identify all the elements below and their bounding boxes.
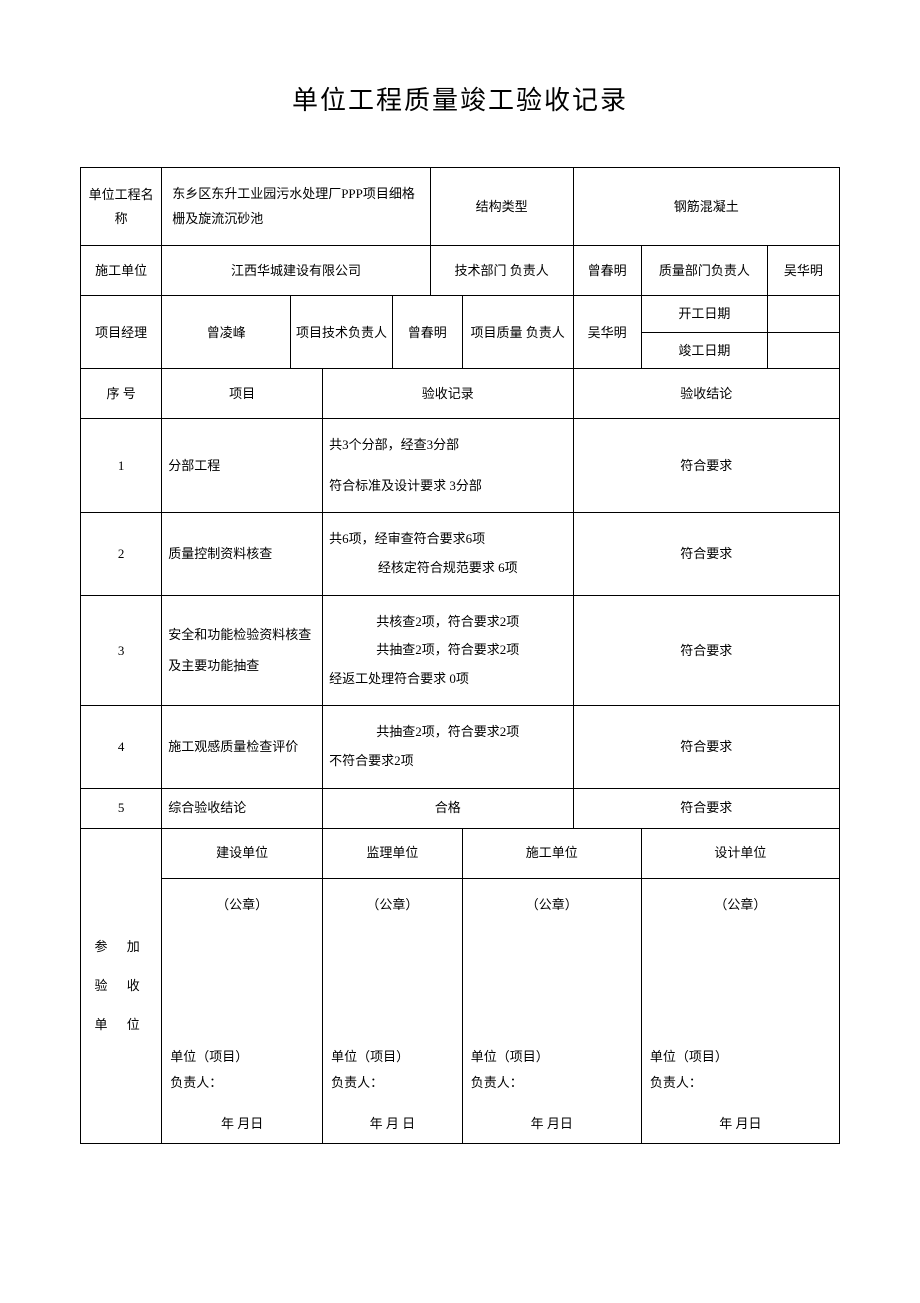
sig-construction-unit-label: 施工单位 xyxy=(462,828,641,878)
end-date-label: 竣工日期 xyxy=(641,332,767,368)
structure-type-value: 钢筋混凝土 xyxy=(573,168,839,246)
project-quality-head-label: 项目质量 负责人 xyxy=(462,296,573,369)
start-date-value xyxy=(767,296,839,332)
col-item: 项目 xyxy=(162,369,323,419)
sig-construction-unit-body: （公章） 单位（项目） 负责人： 年 月日 xyxy=(462,878,641,1144)
project-manager-value: 曾凌峰 xyxy=(162,296,291,369)
sig-design-unit-body: （公章） 单位（项目） 负责人： 年 月日 xyxy=(641,878,839,1144)
sig-build-unit-label: 建设单位 xyxy=(162,828,323,878)
row5-conclusion: 符合要求 xyxy=(573,788,839,828)
construction-unit-label: 施工单位 xyxy=(81,246,162,296)
quality-dept-head-label: 质量部门负责人 xyxy=(641,246,767,296)
row1-conclusion: 符合要求 xyxy=(573,419,839,513)
project-name-value: 东乡区东升工业园污水处理厂PPP项目细格栅及旋流沉砂池 xyxy=(162,168,431,246)
row3-seq: 3 xyxy=(81,595,162,706)
row5-record: 合格 xyxy=(323,788,573,828)
row3-item: 安全和功能检验资料核查及主要功能抽查 xyxy=(162,595,323,706)
row5-seq: 5 xyxy=(81,788,162,828)
row4-record: 共抽查2项，符合要求2项 不符合要求2项 xyxy=(323,706,573,788)
structure-type-label: 结构类型 xyxy=(430,168,573,246)
acceptance-table: 单位工程名称 东乡区东升工业园污水处理厂PPP项目细格栅及旋流沉砂池 结构类型 … xyxy=(80,167,840,1144)
row2-conclusion: 符合要求 xyxy=(573,513,839,595)
row4-conclusion: 符合要求 xyxy=(573,706,839,788)
signature-side-label: 参 加 验 收 单 位 xyxy=(81,828,162,1144)
row4-seq: 4 xyxy=(81,706,162,788)
end-date-value xyxy=(767,332,839,368)
row2-item: 质量控制资料核查 xyxy=(162,513,323,595)
tech-dept-head-value: 曾春明 xyxy=(573,246,641,296)
sig-build-unit-body: （公章） 单位（项目） 负责人： 年 月日 xyxy=(162,878,323,1144)
sig-supervision-unit-body: （公章） 单位（项目） 负责人： 年 月 日 xyxy=(323,878,463,1144)
sig-design-unit-label: 设计单位 xyxy=(641,828,839,878)
col-conclusion: 验收结论 xyxy=(573,369,839,419)
page-title: 单位工程质量竣工验收记录 xyxy=(80,80,840,117)
row3-conclusion: 符合要求 xyxy=(573,595,839,706)
project-tech-head-value: 曾春明 xyxy=(392,296,462,369)
construction-unit-value: 江西华城建设有限公司 xyxy=(162,246,431,296)
project-quality-head-value: 吴华明 xyxy=(573,296,641,369)
project-manager-label: 项目经理 xyxy=(81,296,162,369)
row1-record: 共3个分部，经查3分部 符合标准及设计要求 3分部 xyxy=(323,419,573,513)
tech-dept-head-label: 技术部门 负责人 xyxy=(430,246,573,296)
row2-seq: 2 xyxy=(81,513,162,595)
quality-dept-head-value: 吴华明 xyxy=(767,246,839,296)
col-seq: 序 号 xyxy=(81,369,162,419)
row1-item: 分部工程 xyxy=(162,419,323,513)
start-date-label: 开工日期 xyxy=(641,296,767,332)
sig-supervision-unit-label: 监理单位 xyxy=(323,828,463,878)
row5-item: 综合验收结论 xyxy=(162,788,323,828)
row2-record: 共6项，经审查符合要求6项 经核定符合规范要求 6项 xyxy=(323,513,573,595)
col-record: 验收记录 xyxy=(323,369,573,419)
row4-item: 施工观感质量检查评价 xyxy=(162,706,323,788)
project-tech-head-label: 项目技术负责人 xyxy=(291,296,393,369)
row1-seq: 1 xyxy=(81,419,162,513)
project-name-label: 单位工程名称 xyxy=(81,168,162,246)
row3-record: 共核查2项，符合要求2项 共抽查2项，符合要求2项 经返工处理符合要求 0项 xyxy=(323,595,573,706)
